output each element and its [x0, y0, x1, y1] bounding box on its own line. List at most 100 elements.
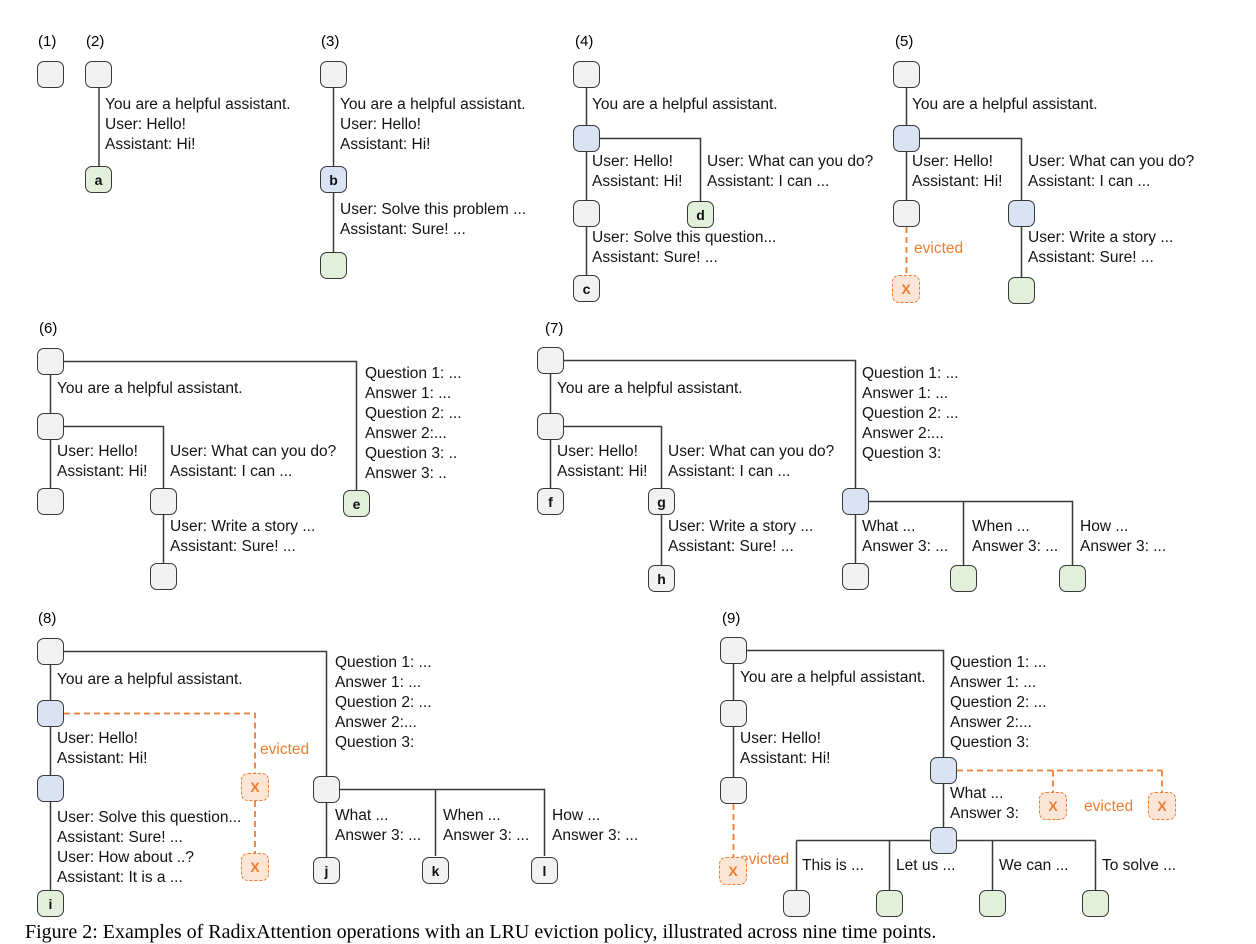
tree-node-leaf: [876, 890, 903, 917]
tree-edges: [49, 88, 1097, 890]
tree-node-fanout: [842, 488, 869, 515]
edge-label-this-is: This is ...: [802, 857, 865, 874]
diagram-label-2: (2): [86, 33, 105, 50]
tree-node-leaf: [1008, 277, 1035, 304]
edge-label-questions: Question 1: ... Answer 1: ... Question 2…: [365, 365, 462, 482]
tree-node-fanout: [313, 776, 340, 803]
evicted-x-node: X: [719, 857, 747, 885]
edge-label-write-story: User: Write a story ... Assistant: Sure!…: [170, 518, 316, 555]
edge-label-questions: Question 1: ... Answer 1: ... Question 2…: [862, 365, 959, 462]
tree-node-leaf: [979, 890, 1006, 917]
edge-label-hello: User: Hello! Assistant: Hi!: [912, 153, 1003, 190]
edge-label-when-answer: When ... Answer 3: ...: [443, 807, 530, 844]
edge-label-how-answer: How ... Answer 3: ...: [552, 807, 639, 844]
tree-node-root: [720, 637, 747, 664]
diagram-label-6: (6): [39, 320, 58, 337]
edge-label-hello: User: Hello! Assistant: Hi!: [557, 443, 648, 480]
tree-node-leaf: [320, 252, 347, 279]
tree-node-j: j: [313, 857, 340, 884]
tree-node-leaf: [842, 563, 869, 590]
diagram-label-5: (5): [895, 33, 914, 50]
edge-label-what-can-you-do: User: What can you do? Assistant: I can …: [668, 443, 835, 480]
tree-node-leaf: [783, 890, 810, 917]
edge-label-system: You are a helpful assistant.: [912, 96, 1098, 113]
tree-node-mid: [150, 488, 177, 515]
edge-label-system: You are a helpful assistant.: [57, 671, 243, 688]
edge-label-system-chat: You are a helpful assistant. User: Hello…: [105, 96, 291, 153]
edge-label-hello: User: Hello! Assistant: Hi!: [592, 153, 683, 190]
tree-node-a: a: [85, 166, 112, 193]
edge-label-what-can-you-do: User: What can you do? Assistant: I can …: [170, 443, 337, 480]
tree-node-evicted-parent: [893, 200, 920, 227]
tree-node-leaf: [1082, 890, 1109, 917]
evicted-x-node: X: [1148, 792, 1176, 820]
tree-node-mid: [573, 200, 600, 227]
tree-node-root: [320, 61, 347, 88]
tree-node-mid: [1008, 200, 1035, 227]
tree-node-root: [37, 348, 64, 375]
evicted-label: evicted: [740, 851, 790, 868]
edge-label-questions: Question 1: ... Answer 1: ... Question 2…: [950, 654, 1047, 751]
edge-label-system: You are a helpful assistant.: [57, 380, 243, 397]
tree-node-d: d: [687, 201, 714, 228]
tree-node-fanout: [930, 827, 957, 854]
tree-node-branch: [573, 125, 600, 152]
edge-label-what-answer: What ... Answer 3: ...: [335, 807, 422, 844]
evicted-x-node: X: [241, 773, 269, 801]
evicted-edges: [64, 227, 1163, 857]
tree-node-branch: [37, 413, 64, 440]
tree-node-g: g: [648, 488, 675, 515]
edge-label-what-answer: What ... Answer 3: ...: [862, 518, 949, 555]
tree-node-question-branch: [930, 757, 957, 784]
tree-node-evicted-parent: [720, 777, 747, 804]
edge-label-what-can-you-do: User: What can you do? Assistant: I can …: [707, 153, 874, 190]
edge-label-system: You are a helpful assistant.: [592, 96, 778, 113]
evicted-label: evicted: [1084, 798, 1134, 815]
edge-label-hello: User: Hello! Assistant: Hi!: [740, 730, 831, 767]
edge-label-how-answer: How ... Answer 3: ...: [1080, 518, 1167, 555]
tree-node-mid: [720, 700, 747, 727]
tree-node-root: [37, 638, 64, 665]
evicted-label: evicted: [260, 741, 310, 758]
tree-node-root: [85, 61, 112, 88]
edge-label-what-answer: What ... Answer 3:: [950, 785, 1019, 822]
tree-node-l: l: [531, 857, 558, 884]
evicted-x-node: X: [1039, 792, 1067, 820]
tree-node-root: [537, 347, 564, 374]
edge-label-let-us: Let us ...: [896, 857, 956, 874]
edge-label-solve-dialogue: User: Solve this question... Assistant: …: [57, 809, 242, 886]
tree-node-branch: [37, 700, 64, 727]
tree-node-branch: [893, 125, 920, 152]
tree-node-leaf: [950, 565, 977, 592]
tree-node-branch: [537, 413, 564, 440]
diagram-label-1: (1): [38, 33, 57, 50]
edge-label-write-story: User: Write a story ... Assistant: Sure!…: [668, 518, 814, 555]
edge-label-system-chat: You are a helpful assistant. User: Hello…: [340, 96, 526, 153]
edge-label-hello: User: Hello! Assistant: Hi!: [57, 443, 148, 480]
tree-node-e: e: [343, 490, 370, 517]
tree-node-root: [37, 61, 64, 88]
evicted-x-node: X: [241, 853, 269, 881]
edge-label-what-can-you-do: User: What can you do? Assistant: I can …: [1028, 153, 1195, 190]
tree-node-leaf: [1059, 565, 1086, 592]
diagram-label-7: (7): [545, 320, 564, 337]
tree-node-root: [573, 61, 600, 88]
tree-node-leaf: [150, 563, 177, 590]
diagram-label-9: (9): [722, 610, 741, 627]
edge-label-to-solve: To solve ...: [1102, 857, 1177, 874]
edge-label-we-can: We can ...: [999, 857, 1069, 874]
edge-label-system: You are a helpful assistant.: [740, 669, 926, 686]
edge-label-questions: Question 1: ... Answer 1: ... Question 2…: [335, 654, 432, 751]
tree-node-h: h: [648, 565, 675, 592]
tree-node-leaf: [37, 488, 64, 515]
edge-label-hello: User: Hello! Assistant: Hi!: [57, 730, 148, 767]
evicted-x-node: X: [892, 275, 920, 303]
tree-node-k: k: [422, 857, 449, 884]
figure-caption: Figure 2: Examples of RadixAttention ope…: [25, 921, 937, 943]
tree-node-mid: [37, 775, 64, 802]
diagram-label-8: (8): [38, 610, 57, 627]
edge-label-write-story: User: Write a story ... Assistant: Sure!…: [1028, 229, 1174, 266]
tree-node-i: i: [37, 890, 64, 917]
